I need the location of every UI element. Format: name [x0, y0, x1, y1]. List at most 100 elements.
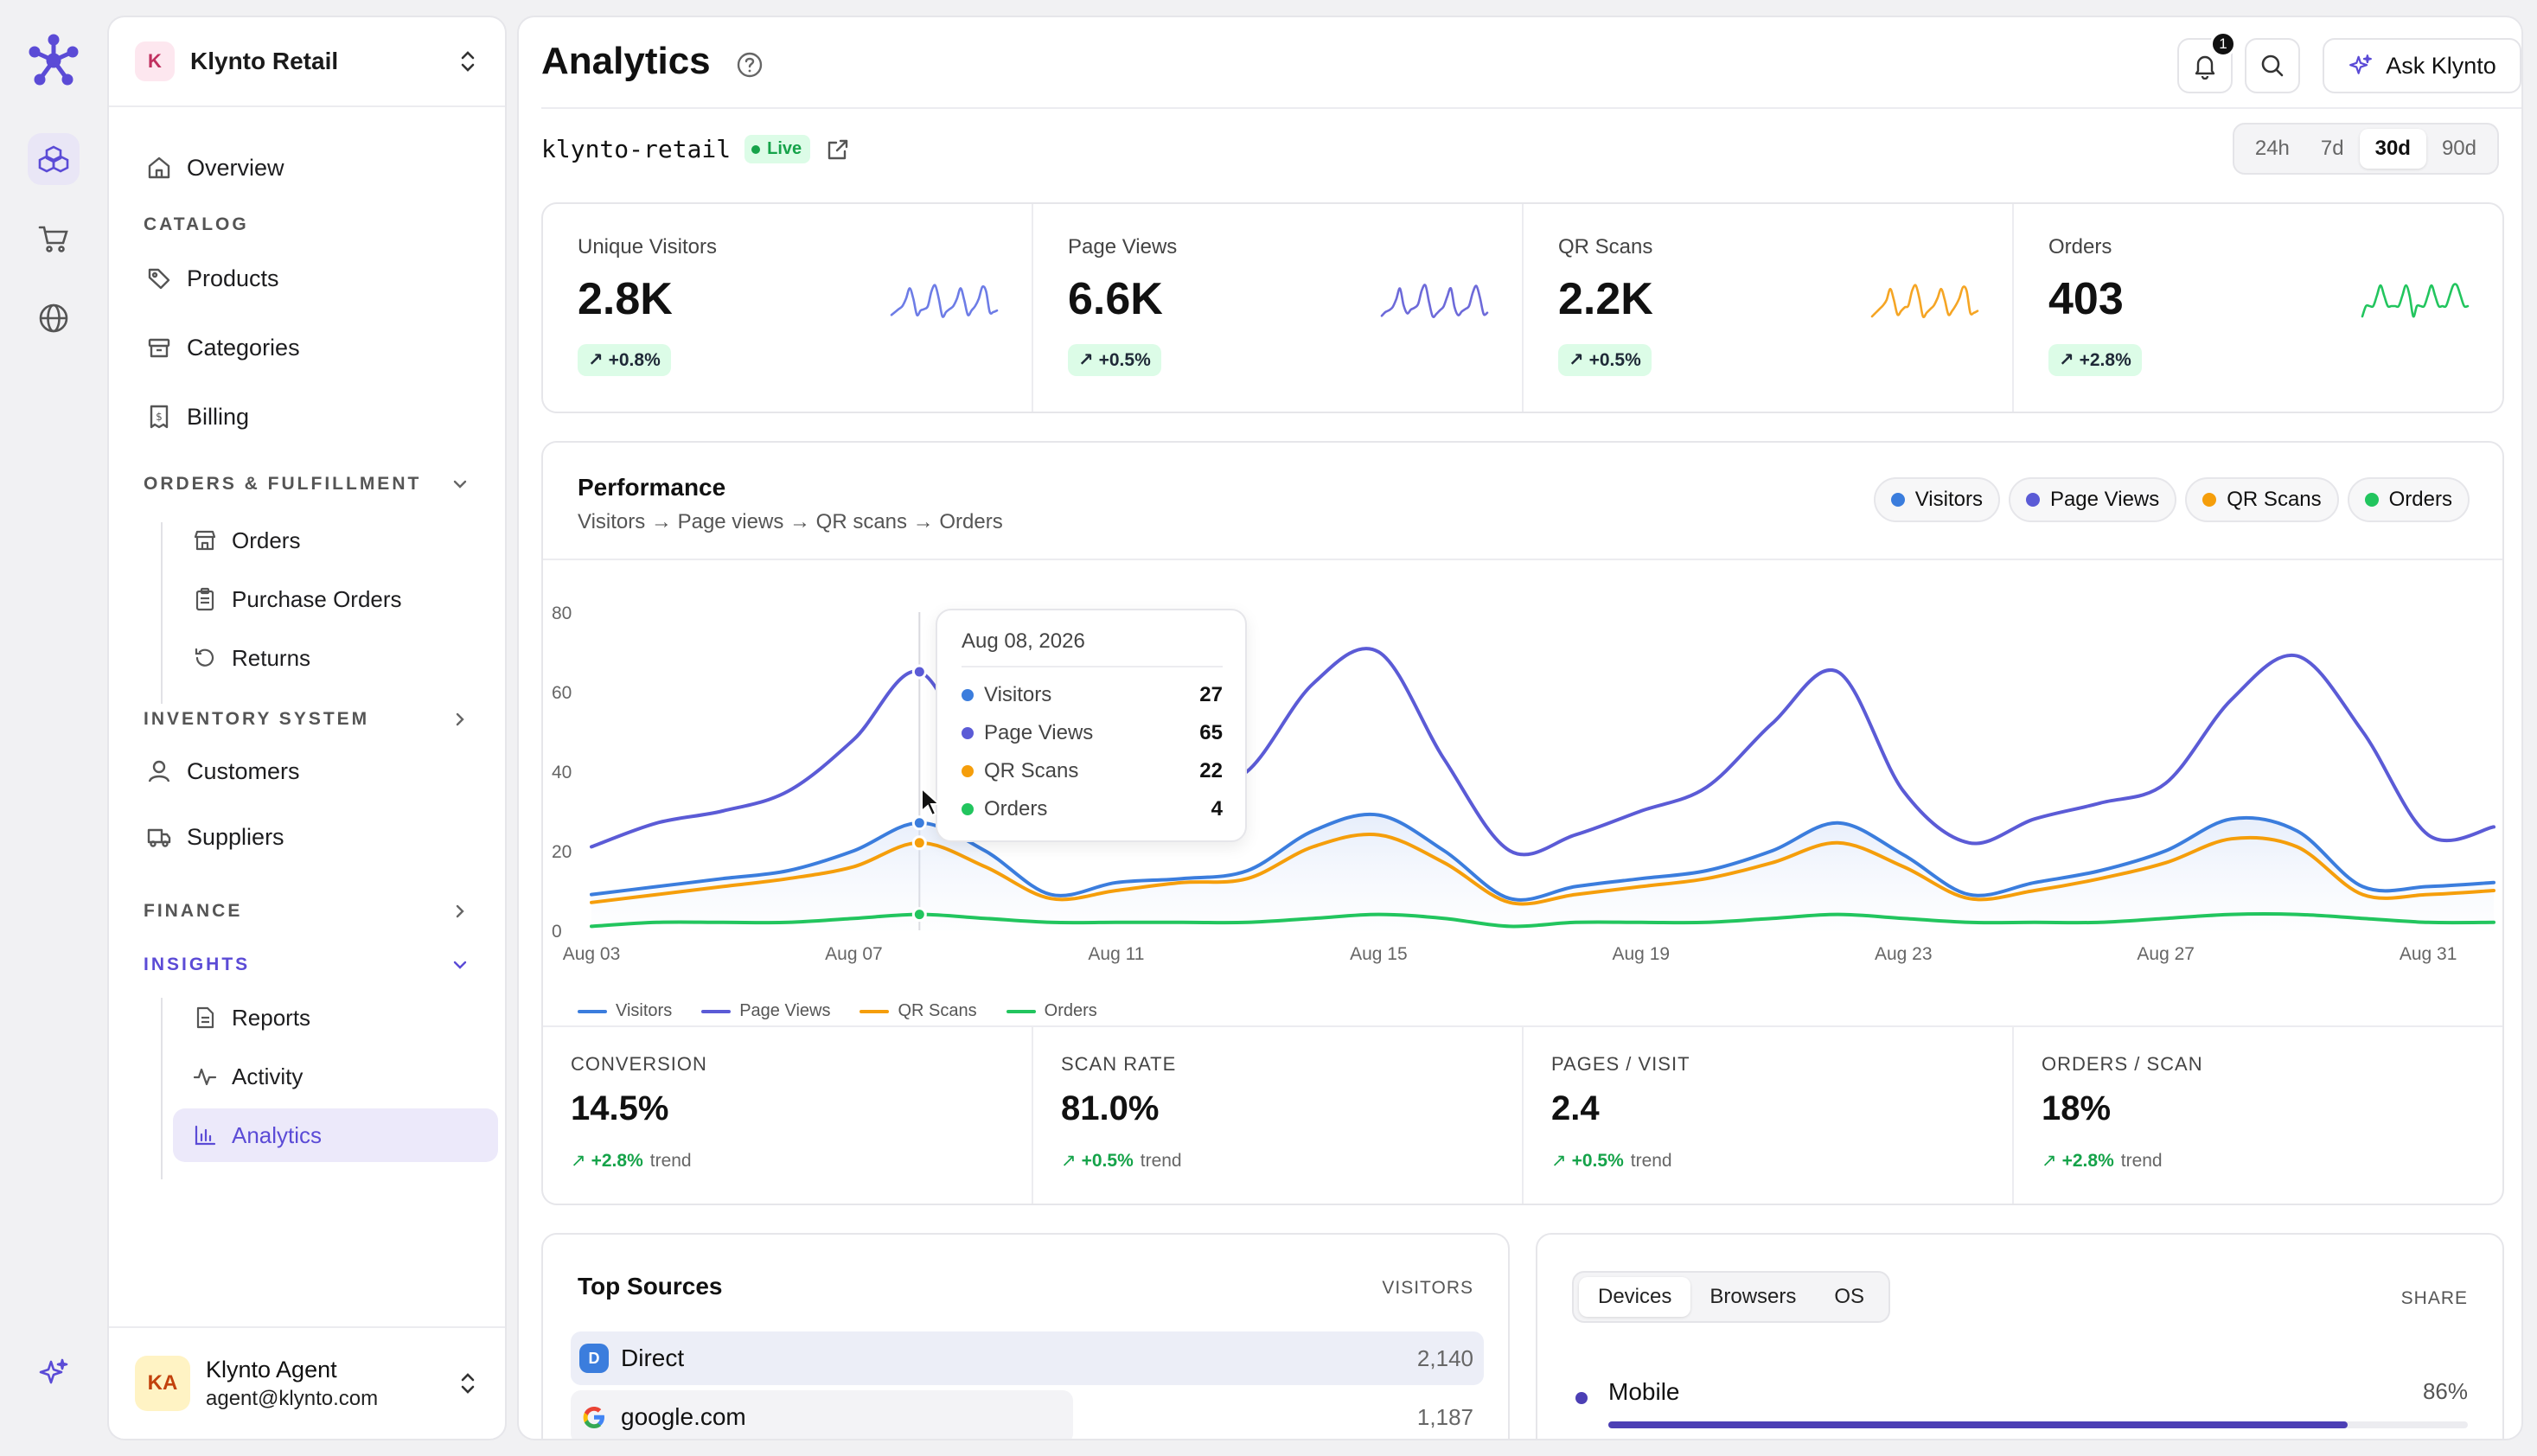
ask-klynto-label: Ask Klynto [2386, 52, 2496, 79]
sparkline [890, 284, 999, 318]
list-item[interactable]: google.com [571, 1390, 1073, 1439]
share-column-header: SHARE [2400, 1288, 2468, 1308]
sidebar-item-customers[interactable]: Customers [142, 744, 300, 799]
avatar: KA [135, 1356, 190, 1411]
kpi-change-badge: ↗ +0.5% [1558, 344, 1652, 376]
series-dot-icon [2202, 493, 2217, 507]
sidebar-item-returns[interactable]: Returns [173, 631, 498, 685]
sidebar-item-categories[interactable]: Categories [142, 320, 300, 375]
ratio-trend: ↗ +0.5% trend [1551, 1150, 1672, 1172]
chevron-right-icon[interactable] [450, 901, 470, 922]
list-item[interactable]: D Direct [571, 1331, 1484, 1385]
tab-devices[interactable]: Devices [1579, 1277, 1691, 1317]
kpi-unique-visitors[interactable]: Unique Visitors 2.8K ↗ +0.8% [543, 204, 1033, 412]
rail-sparkle-icon[interactable] [28, 1347, 80, 1399]
tooltip-row: Orders 4 [962, 795, 1223, 823]
rail-cart-icon[interactable] [28, 213, 80, 265]
status-badge: Live [744, 135, 811, 163]
chevron-right-icon[interactable] [450, 709, 470, 730]
toggle-orders[interactable]: Orders [2347, 477, 2470, 522]
range-24h[interactable]: 24h [2254, 137, 2290, 160]
rail-globe-icon[interactable] [28, 292, 80, 344]
sparkline-path [1870, 284, 1979, 319]
chevron-down-icon[interactable] [450, 955, 470, 975]
toggle-page-views[interactable]: Page Views [2008, 477, 2177, 522]
trend-up-icon: ↗ [2059, 350, 2074, 370]
section-inventory[interactable]: INVENTORY SYSTEM [144, 709, 369, 730]
search-button[interactable] [2245, 38, 2300, 93]
sidebar-item-orders[interactable]: Orders [173, 514, 498, 567]
undo-icon [190, 643, 220, 673]
sidebar-item-activity[interactable]: Activity [173, 1050, 498, 1103]
help-icon[interactable] [735, 50, 764, 80]
legend-item-visitors: Visitors [578, 1001, 672, 1021]
source-name: google.com [621, 1403, 746, 1430]
toggle-qr-scans[interactable]: QR Scans [2185, 477, 2339, 522]
range-90d[interactable]: 90d [2441, 137, 2476, 160]
notifications-button[interactable]: 1 [2177, 31, 2236, 93]
kpi-orders[interactable]: Orders 403 ↗ +2.8% [2014, 204, 2502, 412]
notification-badge: 1 [2210, 31, 2236, 57]
sidebar-item-label: Products [187, 265, 279, 291]
y-tick-label: 20 [552, 842, 572, 862]
klynto-logo-icon[interactable] [26, 33, 81, 88]
section-label: FINANCE [144, 901, 243, 921]
status-label: Live [767, 139, 802, 158]
sidebar-item-purchase-orders[interactable]: Purchase Orders [173, 572, 498, 626]
workspace-switcher[interactable]: K Klynto Retail [109, 17, 505, 107]
sidebar-item-products[interactable]: Products [142, 251, 279, 306]
trend-up-icon: ↗ [571, 1151, 586, 1171]
section-insights[interactable]: INSIGHTS [144, 955, 250, 975]
chevron-down-icon[interactable] [450, 474, 470, 495]
range-7d[interactable]: 7d [2320, 137, 2344, 160]
live-dot-icon [751, 144, 761, 154]
tab-browsers[interactable]: Browsers [1709, 1285, 1797, 1308]
external-link-icon[interactable] [826, 137, 850, 162]
header-divider [541, 107, 2521, 109]
range-30d[interactable]: 30d [2359, 129, 2426, 169]
legend-label: QR Scans [898, 1001, 977, 1020]
ratio-pages-per-visit: PAGES / VISIT 2.4 ↗ +0.5% trend [1524, 1027, 2014, 1204]
x-tick-label: Aug 15 [1350, 944, 1408, 964]
kpi-change-badge: ↗ +0.8% [578, 344, 671, 376]
tooltip-row: QR Scans 22 [962, 757, 1223, 785]
sparkle-icon [2349, 54, 2373, 74]
performance-divider [543, 559, 2502, 560]
sidebar: K Klynto Retail Overview CATALOG Product… [107, 16, 507, 1440]
sidebar-item-label: Activity [232, 1063, 304, 1089]
sidebar-item-reports[interactable]: Reports [173, 991, 498, 1044]
top-sources-card: Top Sources VISITORS D Direct 2,140 goog… [541, 1233, 1510, 1439]
sidebar-item-label: Reports [232, 1004, 311, 1031]
section-orders[interactable]: ORDERS & FULFILLMENT [144, 474, 421, 495]
toggle-label: Visitors [1914, 488, 1983, 511]
sidebar-item-overview[interactable]: Overview [142, 140, 284, 195]
kpi-label: Page Views [1068, 235, 1178, 259]
sidebar-item-billing[interactable]: $ Billing [142, 389, 249, 444]
device-share: 86% [2422, 1378, 2468, 1404]
rail-apps-icon[interactable] [28, 133, 80, 185]
series-area-visitors [591, 814, 2494, 930]
sidebar-item-suppliers[interactable]: Suppliers [142, 809, 284, 865]
x-tick-label: Aug 11 [1088, 944, 1144, 964]
bell-icon [2195, 55, 2215, 80]
kpi-page-views[interactable]: Page Views 6.6K ↗ +0.5% [1033, 204, 1524, 412]
toggle-visitors[interactable]: Visitors [1873, 477, 2000, 522]
toggle-label: Orders [2388, 488, 2452, 511]
source-count: 2,140 [1416, 1345, 1473, 1371]
kpi-qr-scans[interactable]: QR Scans 2.2K ↗ +0.5% [1524, 204, 2014, 412]
y-tick-label: 0 [552, 922, 562, 942]
performance-chart[interactable]: 0 20 40 60 80 Aug 03 Aug 07 Aug 11 Aug 15 Aug 19 A… [543, 581, 2504, 996]
ask-klynto-button[interactable]: Ask Klynto [2323, 38, 2521, 93]
sidebar-item-analytics[interactable]: Analytics [173, 1108, 498, 1162]
user-menu[interactable]: KA Klynto Agent agent@klynto.com [109, 1326, 505, 1439]
home-icon [142, 150, 176, 185]
devices-card: Devices Browsers OS SHARE Mobile 86% [1536, 1233, 2504, 1439]
kpi-label: Orders [2048, 235, 2112, 259]
tab-os[interactable]: OS [1834, 1285, 1865, 1308]
ratio-value: 2.4 [1551, 1089, 1600, 1127]
section-finance[interactable]: FINANCE [144, 901, 242, 922]
section-label: INSIGHTS [144, 955, 251, 974]
receipt-icon: $ [142, 399, 176, 434]
tree-line [161, 998, 163, 1179]
kpi-value: 403 [2048, 274, 2124, 324]
